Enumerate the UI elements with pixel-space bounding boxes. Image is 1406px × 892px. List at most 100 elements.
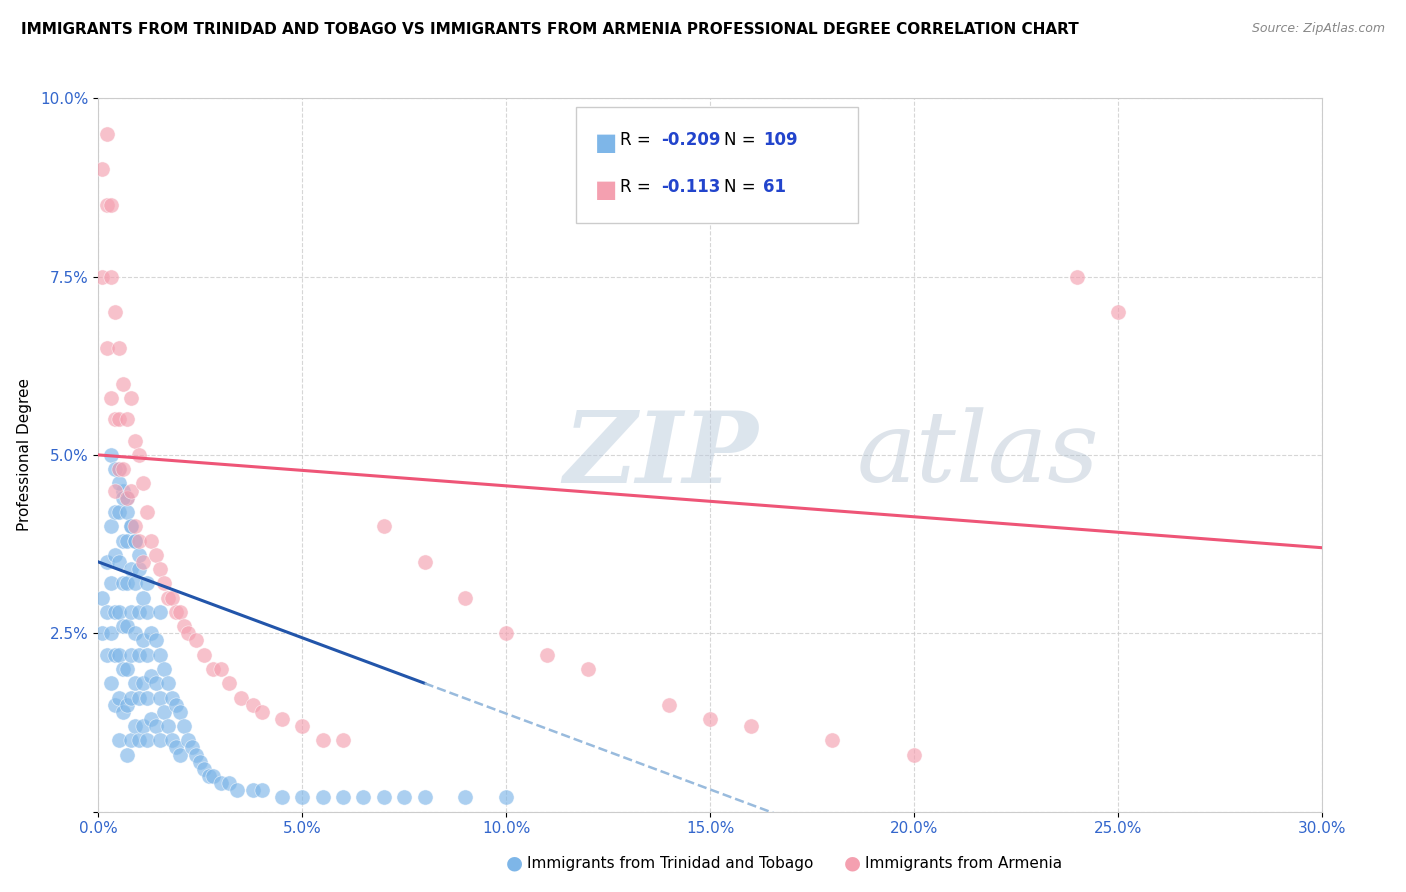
Text: R =: R = <box>620 131 651 149</box>
Point <box>218 776 240 790</box>
Point <box>1066 269 1088 284</box>
Point <box>128 648 150 662</box>
Point <box>104 412 127 426</box>
Point <box>173 719 195 733</box>
Point <box>141 712 163 726</box>
Point <box>100 448 122 462</box>
Point <box>132 719 155 733</box>
Text: ●: ● <box>506 854 523 873</box>
Point <box>91 269 114 284</box>
Point <box>193 762 215 776</box>
Point <box>108 648 131 662</box>
Point <box>115 747 138 762</box>
Point <box>160 690 183 705</box>
Point <box>120 690 142 705</box>
Point <box>115 491 138 505</box>
Point <box>1107 305 1129 319</box>
Text: ■: ■ <box>595 131 617 155</box>
Point <box>96 127 118 141</box>
Point <box>128 533 150 548</box>
Point <box>115 505 138 519</box>
Point <box>96 341 118 355</box>
Point <box>111 619 134 633</box>
Point <box>108 412 131 426</box>
Point <box>145 548 167 562</box>
Point <box>96 648 118 662</box>
Text: 109: 109 <box>763 131 799 149</box>
Point <box>165 698 187 712</box>
Point <box>242 783 264 797</box>
Point <box>108 605 131 619</box>
Point <box>124 533 146 548</box>
Point <box>124 533 146 548</box>
Point <box>177 626 200 640</box>
Point <box>115 533 138 548</box>
Point <box>156 591 179 605</box>
Point <box>136 648 159 662</box>
Point <box>120 519 142 533</box>
Point <box>115 491 138 505</box>
Point <box>91 626 114 640</box>
Point <box>108 505 131 519</box>
Point <box>124 434 146 448</box>
Point <box>231 690 253 705</box>
Point <box>128 690 150 705</box>
Point <box>165 740 187 755</box>
Point <box>165 605 187 619</box>
Point <box>124 519 146 533</box>
Point <box>104 305 127 319</box>
Point <box>373 790 395 805</box>
Point <box>100 391 122 405</box>
Point <box>160 591 183 605</box>
Point <box>120 519 142 533</box>
Point <box>149 605 172 619</box>
Point <box>96 198 118 212</box>
Point <box>373 519 395 533</box>
Point <box>332 733 354 747</box>
Point <box>111 576 134 591</box>
Point <box>291 790 314 805</box>
Point <box>111 533 134 548</box>
Text: Immigrants from Trinidad and Tobago: Immigrants from Trinidad and Tobago <box>527 856 814 871</box>
Point <box>100 269 122 284</box>
Text: Source: ZipAtlas.com: Source: ZipAtlas.com <box>1251 22 1385 36</box>
Point <box>149 690 172 705</box>
Point <box>312 790 335 805</box>
Point <box>186 747 208 762</box>
Point <box>108 462 131 476</box>
Point <box>149 733 172 747</box>
Point <box>111 491 134 505</box>
Point <box>136 605 159 619</box>
Point <box>124 626 146 640</box>
Point <box>149 648 172 662</box>
Point <box>111 483 134 498</box>
Point <box>96 555 118 569</box>
Point <box>169 605 191 619</box>
Point <box>115 412 138 426</box>
Point <box>96 605 118 619</box>
Point <box>128 733 150 747</box>
Point <box>658 698 681 712</box>
Point <box>141 626 163 640</box>
Point <box>128 548 150 562</box>
Point <box>576 662 599 676</box>
Point <box>111 662 134 676</box>
Point <box>392 790 416 805</box>
Text: ■: ■ <box>595 178 617 202</box>
Point <box>115 619 138 633</box>
Point <box>100 198 122 212</box>
Point <box>132 591 155 605</box>
Text: -0.113: -0.113 <box>661 178 720 196</box>
Point <box>145 633 167 648</box>
Point <box>128 562 150 576</box>
Point <box>136 733 159 747</box>
Point <box>132 633 155 648</box>
Point <box>186 633 208 648</box>
Point <box>111 705 134 719</box>
Point <box>115 576 138 591</box>
Point <box>104 548 127 562</box>
Text: atlas: atlas <box>856 408 1099 502</box>
Text: R =: R = <box>620 178 651 196</box>
Point <box>495 790 517 805</box>
Point <box>132 676 155 690</box>
